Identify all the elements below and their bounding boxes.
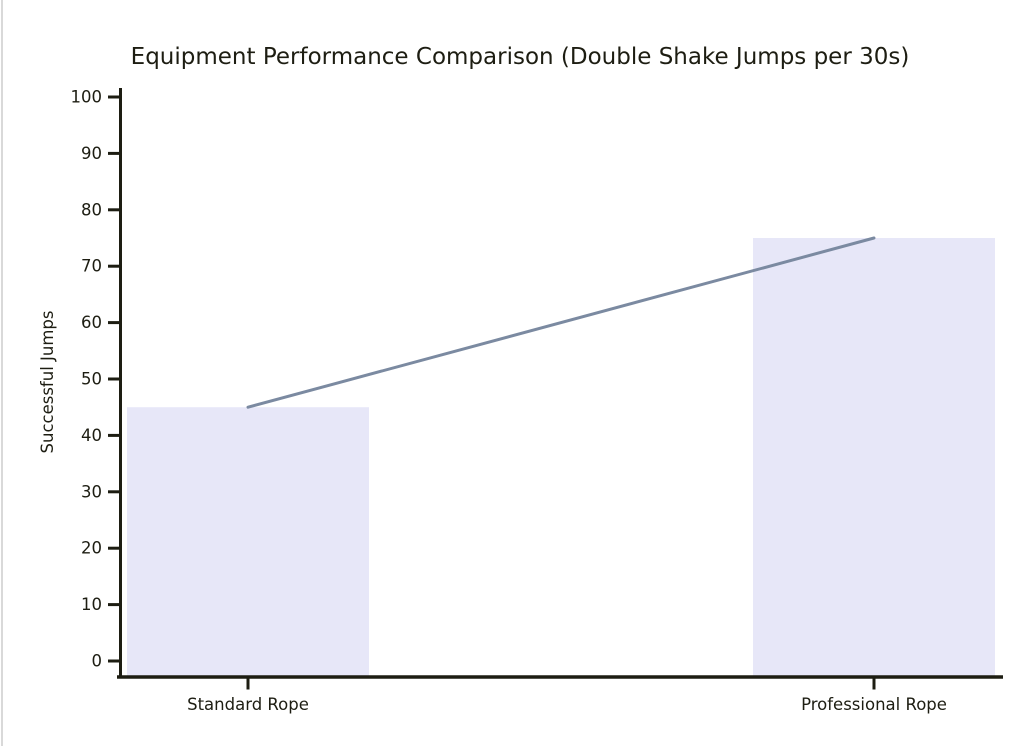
y-tick-label: 30 [81,482,102,501]
y-tick-label: 0 [92,652,103,671]
y-tick-label: 50 [81,370,102,389]
window-left-border [1,0,3,746]
y-tick-label: 80 [81,200,102,219]
y-tick-label: 10 [81,595,102,614]
y-tick-label: 40 [81,426,102,445]
y-tick-label: 100 [71,88,103,107]
y-tick-label: 90 [81,144,102,163]
bar-1 [753,238,995,676]
y-axis-ticks: 0 10 20 30 40 50 60 70 80 90 100 [71,88,119,671]
x-category-label: Professional Rope [801,695,947,714]
trend-line-group [246,236,876,409]
trend-line [246,236,876,409]
bar-0 [127,407,369,676]
y-tick-label: 70 [81,257,102,276]
x-axis-ticks: Standard Rope Professional Rope [187,678,947,714]
bars-group [127,238,995,676]
x-category-label: Standard Rope [187,695,309,714]
y-tick-label: 60 [81,313,102,332]
chart-title: Equipment Performance Comparison (Double… [131,44,910,70]
y-axis-label: Successful Jumps [38,311,57,454]
y-tick-label: 20 [81,539,102,558]
axes-group [117,88,1003,679]
